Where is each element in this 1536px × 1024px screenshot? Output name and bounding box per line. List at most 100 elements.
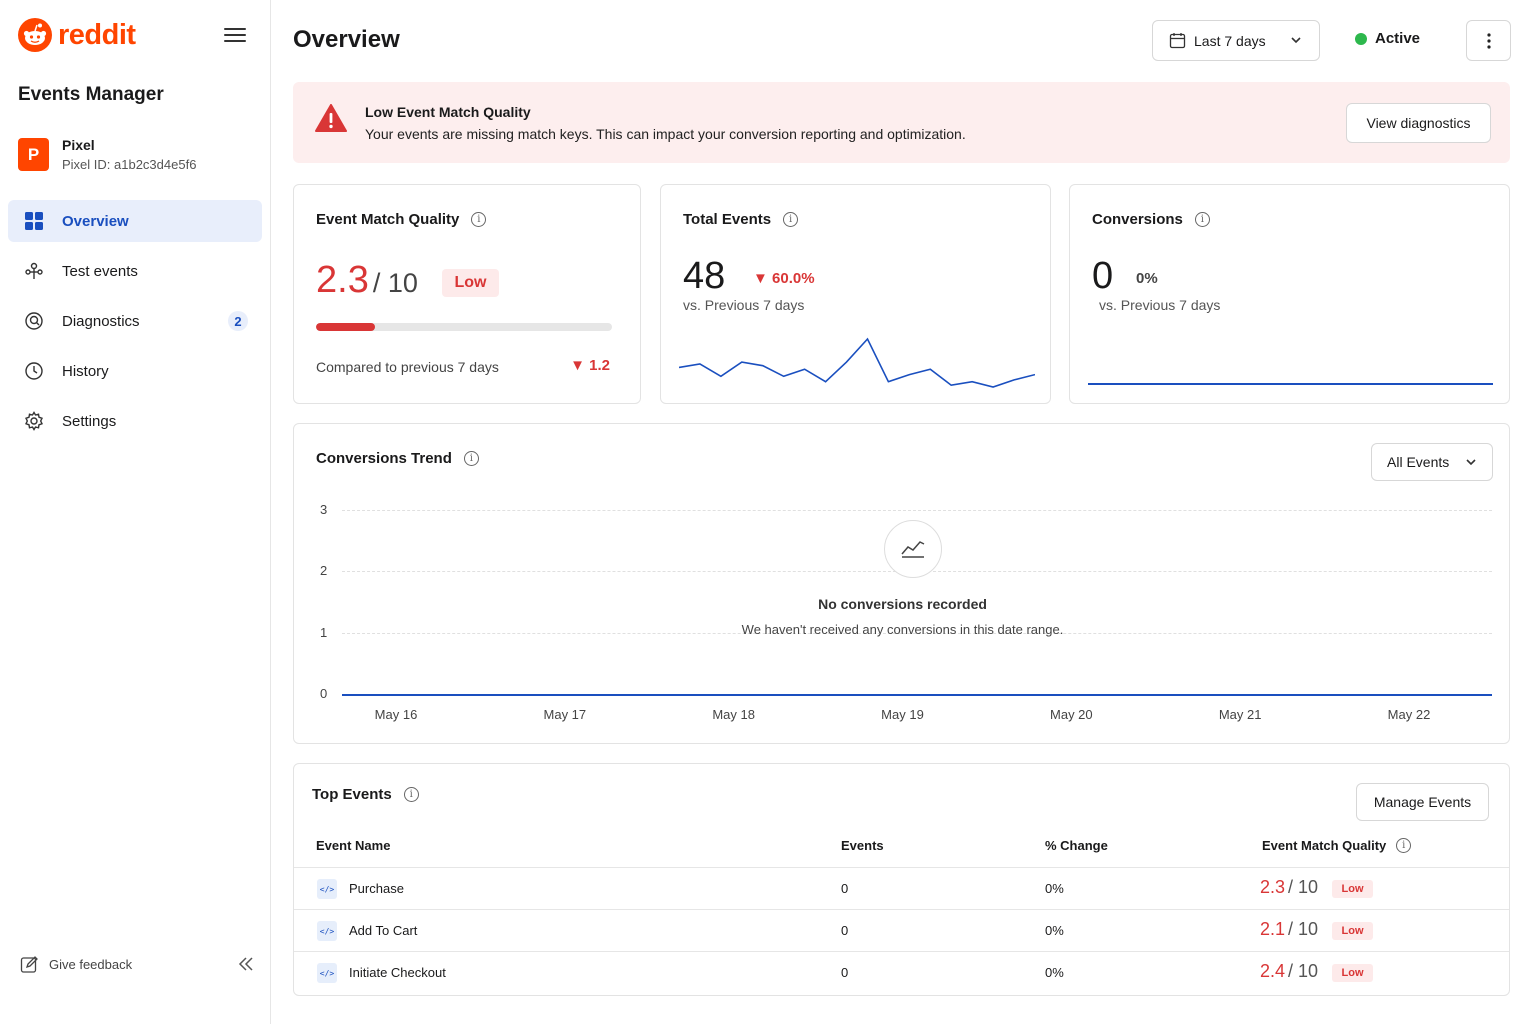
card-title: Event Match Quality i <box>316 211 487 228</box>
sidebar-item-test-events[interactable]: Test events <box>8 250 262 292</box>
sidebar-item-label: Diagnostics <box>62 312 140 330</box>
card-title: Top Events i <box>312 786 419 803</box>
emq-delta: ▼ 1.2 <box>570 357 610 374</box>
event-name: Add To Cart <box>349 923 418 938</box>
total-events-card: Total Events i 48 ▼ 60.0% vs. Previous 7… <box>660 184 1051 404</box>
pixel-avatar: P <box>18 138 49 171</box>
grid-icon <box>24 211 44 231</box>
sidebar-nav: Overview Test events Diagnostics 2 Histo… <box>8 200 262 450</box>
info-icon[interactable]: i <box>783 212 799 227</box>
code-icon: </> <box>317 921 337 941</box>
x-axis-tick: May 20 <box>1050 707 1093 722</box>
kebab-menu-icon <box>1486 32 1491 49</box>
diagnostics-count-badge: 2 <box>228 311 248 331</box>
emq-rating-badge: Low <box>442 269 499 297</box>
info-icon[interactable]: i <box>403 787 419 802</box>
conversions-trend-card: Conversions Trend i All Events 3 2 1 0 May 1… <box>293 423 1510 744</box>
code-icon: </> <box>317 963 337 983</box>
page-title: Overview <box>293 26 400 53</box>
emq-value: 2.1 <box>1260 919 1286 939</box>
event-change: 0% <box>1045 881 1064 896</box>
emq-progress-fill <box>316 323 376 331</box>
card-title-text: Total Events <box>683 211 772 228</box>
brand-logo[interactable]: reddit <box>18 18 136 52</box>
total-events-value: 48 <box>683 255 726 297</box>
manage-events-button[interactable]: Manage Events <box>1356 783 1489 821</box>
double-chevron-left-icon <box>238 957 253 971</box>
conversions-change: 0% <box>1136 270 1158 287</box>
card-title-text: Conversions Trend <box>316 450 452 467</box>
empty-state-text: We haven't received any conversions in t… <box>741 622 1064 637</box>
chevron-down-icon <box>1291 37 1301 44</box>
emq-denominator: / 10 <box>1288 919 1319 939</box>
table-row[interactable]: </> Purchase 0 0% 2.3/ 10 Low <box>294 867 1509 909</box>
event-count: 0 <box>841 965 849 980</box>
sidebar-item-overview[interactable]: Overview <box>8 200 262 242</box>
sidebar-item-diagnostics[interactable]: Diagnostics 2 <box>8 300 262 342</box>
conversions-value: 0 <box>1092 255 1114 297</box>
y-axis-tick: 0 <box>320 686 328 701</box>
sidebar-item-label: Test events <box>62 262 138 280</box>
card-title-text: Conversions <box>1092 211 1183 228</box>
x-axis-tick: May 18 <box>712 707 755 722</box>
date-range-select[interactable]: Last 7 days <box>1152 20 1320 61</box>
table-row[interactable]: </> Initiate Checkout 0 0% 2.4/ 10 Low <box>294 951 1509 993</box>
sidebar-item-label: Overview <box>62 212 129 230</box>
top-events-card: Top Events i Manage Events Event Name Ev… <box>293 763 1510 996</box>
more-options-button[interactable] <box>1466 20 1511 61</box>
table-row[interactable]: </> Add To Cart 0 0% 2.1/ 10 Low <box>294 909 1509 951</box>
emq-value: 2.4 <box>1260 961 1286 981</box>
column-header-emq[interactable]: Event Match Quality i <box>1262 838 1412 853</box>
card-title-text: Top Events <box>312 786 392 803</box>
status-label: Active <box>1375 30 1421 47</box>
conversions-compare: vs. Previous 7 days <box>1099 297 1221 313</box>
sidebar-item-history[interactable]: History <box>8 350 262 392</box>
column-header-event-name[interactable]: Event Name <box>316 838 391 853</box>
emq-value: 2.3 <box>1260 877 1286 897</box>
card-title-text: Event Match Quality <box>316 211 460 228</box>
gear-icon <box>24 411 44 431</box>
warning-icon <box>315 104 347 132</box>
event-filter-select[interactable]: All Events <box>1371 443 1493 481</box>
info-icon[interactable]: i <box>463 451 479 466</box>
sidebar-item-label: History <box>62 362 109 380</box>
emq-score-denominator: / 10 <box>372 268 418 298</box>
event-change: 0% <box>1045 923 1064 938</box>
conversions-series-line <box>342 694 1492 696</box>
emq-score: 2.3 / 10 <box>316 259 418 302</box>
reddit-logo-icon <box>18 18 52 52</box>
column-header-label: Event Match Quality <box>1262 838 1387 853</box>
y-axis-tick: 1 <box>320 624 328 640</box>
emq-score-value: 2.3 <box>316 259 369 301</box>
conversions-sparkline <box>1088 383 1493 385</box>
emq-progress-bar <box>316 323 612 331</box>
event-change: 0% <box>1045 965 1064 980</box>
event-emq-score: 2.3/ 10 <box>1260 877 1318 898</box>
pixel-selector[interactable]: P Pixel Pixel ID: a1b2c3d4e5f6 <box>18 137 196 172</box>
info-icon[interactable]: i <box>1194 212 1210 227</box>
info-icon[interactable]: i <box>1396 838 1412 853</box>
menu-toggle-button[interactable] <box>222 24 248 48</box>
view-diagnostics-button[interactable]: View diagnostics <box>1346 103 1491 143</box>
sidebar-item-settings[interactable]: Settings <box>8 400 262 442</box>
event-emq-score: 2.1/ 10 <box>1260 919 1318 940</box>
event-match-quality-card: Event Match Quality i 2.3 / 10 Low Compa… <box>293 184 641 404</box>
x-axis-tick: May 17 <box>543 707 587 722</box>
give-feedback-link[interactable]: Give feedback <box>20 955 132 974</box>
emq-rating-badge: Low <box>1332 922 1373 940</box>
brand-wordmark: reddit <box>58 19 136 51</box>
column-header-change[interactable]: % Change <box>1045 838 1108 853</box>
low-emq-alert: Low Event Match Quality Your events are … <box>293 82 1510 163</box>
empty-state-title: No conversions recorded <box>818 596 987 612</box>
trend-line-icon <box>901 541 925 558</box>
grid-line <box>342 510 1492 511</box>
collapse-sidebar-button[interactable] <box>238 955 254 978</box>
y-axis-tick: 2 <box>320 563 328 579</box>
column-header-events[interactable]: Events <box>841 838 884 853</box>
alert-title: Low Event Match Quality <box>365 104 531 120</box>
x-axis-tick: May 21 <box>1218 707 1262 722</box>
alert-message: Your events are missing match keys. This… <box>365 126 966 142</box>
info-icon[interactable]: i <box>471 212 487 227</box>
event-name: Purchase <box>349 881 404 896</box>
event-count: 0 <box>841 923 849 938</box>
